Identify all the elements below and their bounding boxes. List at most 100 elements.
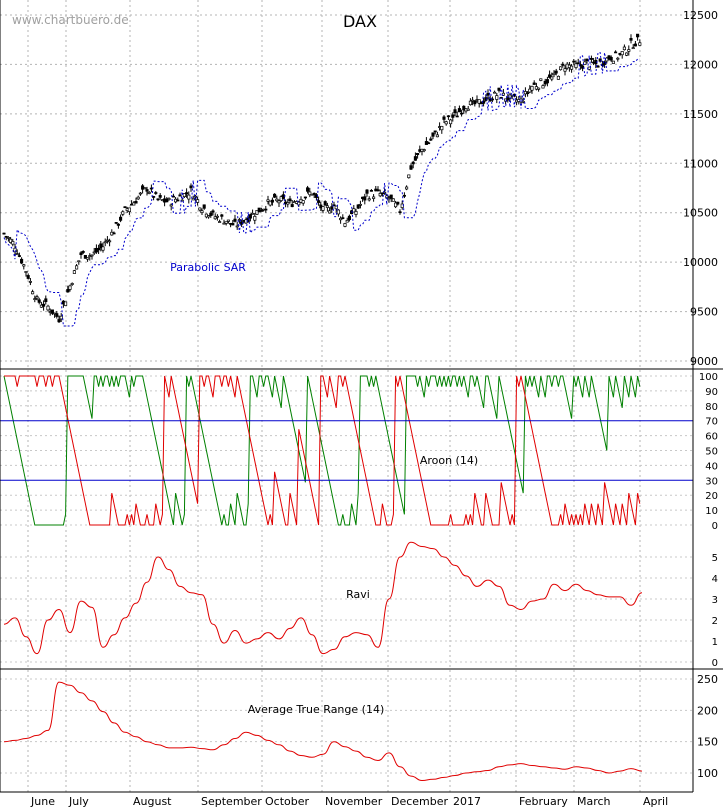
aroon-tick-label: 30 [705,476,718,487]
price-candle-body [422,149,426,152]
price-candle-body [66,289,70,293]
price-candle-body [625,52,629,56]
price-tick-label: 9500 [690,306,718,319]
ravi-tick-label: 3 [712,595,718,606]
price-candle-body [321,206,325,211]
price-candle-body [440,125,444,131]
aroon-tick-label: 40 [705,461,718,472]
price-candle-body [548,74,552,78]
price-candle-body [339,217,343,221]
price-candle-body [550,76,554,80]
price-candle-body [182,193,186,197]
price-candle-body [442,116,446,120]
price-candle-body [218,221,222,223]
price-candle-body [55,313,59,317]
price-candle-body [537,87,541,90]
price-candle-body [468,100,472,106]
text-layer: 1250012000115001100010500100009500900010… [12,9,718,808]
atr-tick-label: 100 [697,767,718,780]
price-candle-body [317,200,321,203]
price-candle-body [97,247,101,251]
price-candle-body [334,205,338,210]
price-candle-body [385,195,389,199]
price-candle-body [116,223,120,226]
aroon-tick-label: 70 [705,417,718,428]
price-candle-body [286,202,290,205]
series-layer [0,33,693,782]
parabolic-sar-line [3,52,640,327]
price-candle-body [114,222,118,224]
price-candle-body [306,187,310,192]
price-candle-body [50,309,54,314]
price-candle-body [189,185,193,189]
price-candle-body [530,85,534,91]
price-candle-body [405,186,409,190]
price-candle-body [108,240,112,243]
price-candle-body [248,214,252,219]
price-candle-body [433,130,437,133]
price-candle-body [493,91,497,94]
price-candle-body [330,206,334,210]
price-candle-body [57,319,61,323]
price-candle-body [26,275,30,279]
price-candle-body [559,66,563,71]
price-candle-body [257,207,261,213]
price-candle-body [636,33,640,38]
price-candle-body [211,210,215,213]
price-candle-body [224,221,228,224]
price-candle-body [363,196,367,201]
price-candle-body [416,152,420,156]
price-candle-body [22,264,26,267]
month-label: February [519,795,568,807]
price-candle-body [281,194,285,199]
price-candle-body [28,281,32,283]
price-candle-body [33,298,37,300]
price-tick-label: 12000 [683,58,718,71]
price-candle-body [220,214,224,217]
price-candle-body [149,187,153,190]
atr-line [3,681,643,782]
chart-title: DAX [343,12,377,31]
price-candle-body [358,203,362,206]
price-candle-body [528,88,532,93]
price-candle-body [86,257,90,260]
price-candle-body [9,238,13,243]
price-candle-body [154,192,158,194]
aroon-tick-label: 50 [705,447,718,458]
price-candle-body [92,251,96,254]
price-candle-body [587,66,591,70]
price-candle-body [352,208,356,213]
price-candle-body [444,121,448,125]
price-candle-body [446,115,450,118]
price-candle-body [134,201,138,204]
price-candle-body [394,202,398,208]
price-candle-body [589,57,593,60]
price-candle-body [215,215,219,218]
aroon-tick-label: 80 [705,402,718,413]
price-candle-body [451,114,455,118]
price-candle-body [288,198,292,202]
price-candle-body [561,63,565,66]
ravi-tick-label: 2 [712,616,718,627]
price-candle-body [325,205,329,208]
price-candle-body [312,192,316,195]
price-candle-body [156,198,160,201]
aroon-tick-label: 10 [705,506,718,517]
price-candle-body [77,260,81,263]
price-tick-label: 10000 [683,256,718,269]
price-candle-body [169,204,173,207]
price-candle-body [614,51,618,54]
price-candle-body [398,211,402,214]
price-candle-body [411,161,415,165]
price-candle-body [545,79,549,84]
price-candle-body [83,255,87,259]
price-candle-body [409,165,413,170]
price-candle-body [343,223,347,227]
price-candle-body [541,85,545,89]
price-candle-body [367,198,371,201]
price-candle-body [427,142,431,145]
price-candle-body [402,194,406,197]
price-candle-body [253,216,257,221]
month-label: September [201,795,262,807]
